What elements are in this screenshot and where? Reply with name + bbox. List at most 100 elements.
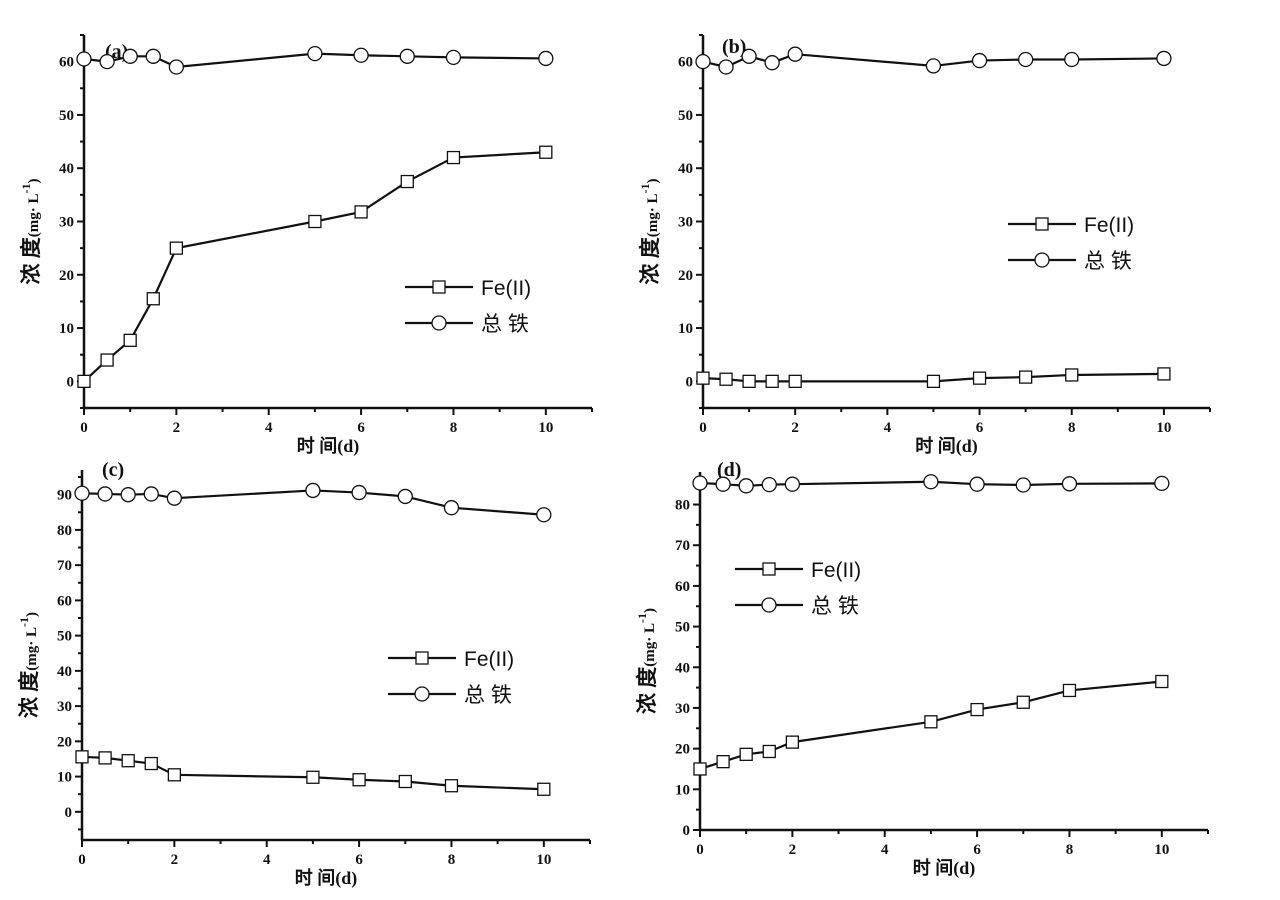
x-tick-label: 0 [696,842,704,858]
data-point-total-iron [145,48,161,64]
data-point-fe2 [742,374,756,389]
data-point-total-iron [143,486,159,502]
y-label-sup: -1 [638,184,652,194]
data-point-total-iron [353,47,369,63]
legend-label: 总 铁 [481,313,529,336]
data-point-total-iron [718,59,734,75]
data-point-total-iron [923,474,939,490]
x-tick-label: 6 [976,420,984,436]
legend-label: Fe(II) [481,277,531,300]
x-axis-label: 时 间(d) [297,436,360,457]
y-tick-label: 90 [57,488,72,504]
data-point-fe2 [75,750,89,764]
data-point-fe2 [446,150,461,165]
data-point-total-iron [1017,51,1034,68]
data-point-fe2 [762,744,776,759]
panel-label: (b) [722,36,746,58]
x-tick-label: 2 [789,842,797,858]
y-tick-label: 0 [67,374,75,390]
data-point-fe2 [308,214,322,229]
legend-marker-square [762,562,776,576]
y-tick-label: 50 [57,629,72,645]
x-tick-label: 4 [881,842,889,858]
y-tick-label: 30 [675,701,690,717]
data-point-total-iron [969,476,985,492]
y-axis-label: 浓 度(mg· L-1) [17,612,41,718]
data-point-total-iron [443,500,460,516]
data-point-fe2 [146,292,160,306]
series-line-total-iron [702,53,1164,69]
series-line-total-iron [699,480,1162,487]
data-point-total-iron [741,48,757,64]
data-point-fe2 [352,773,366,787]
x-tick-label: 10 [538,420,553,436]
panel-label: (d) [717,459,741,481]
y-label-close: ) [26,179,42,184]
data-point-total-iron [307,46,323,62]
data-point-total-iron [715,476,731,492]
data-point-fe2 [1065,368,1079,382]
y-axis-label: 浓 度(mg· L-1) [635,608,659,714]
data-point-total-iron [692,475,708,491]
data-point-fe2 [719,372,733,386]
data-point-total-iron [538,50,554,67]
data-point-total-iron [99,53,115,70]
data-point-total-iron [166,490,183,506]
y-tick-label: 60 [678,55,693,71]
y-label-main: 浓 度 [638,237,662,284]
y-label-unit: (mg· L [645,194,661,238]
legend-marker-square [432,280,446,294]
x-tick-label: 8 [448,852,456,868]
data-point-total-iron [168,59,185,75]
x-tick-label: 8 [450,420,458,436]
data-point-total-iron [397,488,413,505]
legend-label: 总 铁 [1084,250,1132,273]
data-point-fe2 [98,751,112,765]
y-tick-label: 10 [59,321,74,337]
data-point-total-iron [445,49,462,66]
y-label-close: ) [24,612,40,617]
data-point-fe2 [354,205,368,219]
y-tick-label: 30 [678,215,693,231]
series-line-total-iron [83,52,546,69]
x-tick-label: 10 [1156,420,1171,436]
data-point-total-iron [925,58,942,74]
data-point-fe2 [539,145,553,159]
data-point-total-iron [74,485,90,501]
y-label-unit: (mg· L [24,627,40,671]
y-label-main: 浓 度 [635,667,659,714]
data-point-fe2 [1016,695,1030,709]
series-line-fe2 [702,372,1164,383]
y-label-main: 浓 度 [19,237,43,284]
y-tick-label: 0 [686,374,694,390]
legend-label: Fe(II) [464,648,514,671]
y-label-sup: -1 [17,617,31,627]
y-label-sup: -1 [19,184,33,194]
y-tick-label: 0 [65,805,73,821]
data-point-fe2 [121,754,135,768]
data-point-fe2 [716,755,730,769]
data-point-total-iron [1156,50,1172,67]
data-point-fe2 [1157,367,1171,381]
legend-marker-square [1035,217,1049,231]
series-line-fe2 [81,755,544,791]
data-point-fe2 [1155,674,1169,689]
y-label-unit: (mg· L [26,194,42,238]
y-label-sup: -1 [635,613,649,623]
data-point-total-iron [695,53,711,70]
x-tick-label: 0 [80,420,88,436]
data-point-fe2 [123,333,137,347]
x-tick-label: 2 [791,420,799,436]
y-tick-label: 60 [57,593,72,609]
y-tick-label: 20 [678,268,693,284]
data-point-fe2 [970,702,984,717]
y-tick-label: 60 [675,579,690,595]
x-tick-label: 10 [536,852,551,868]
y-tick-label: 10 [57,770,72,786]
panel-b: 0 2 4 6 8 10 0 10 20 30 40 50 60 (b) 时 间(d) 浓 度(mg· L-1… [638,34,1211,457]
data-point-fe2 [537,782,551,796]
data-point-fe2 [788,374,802,389]
data-point-fe2 [785,735,800,749]
